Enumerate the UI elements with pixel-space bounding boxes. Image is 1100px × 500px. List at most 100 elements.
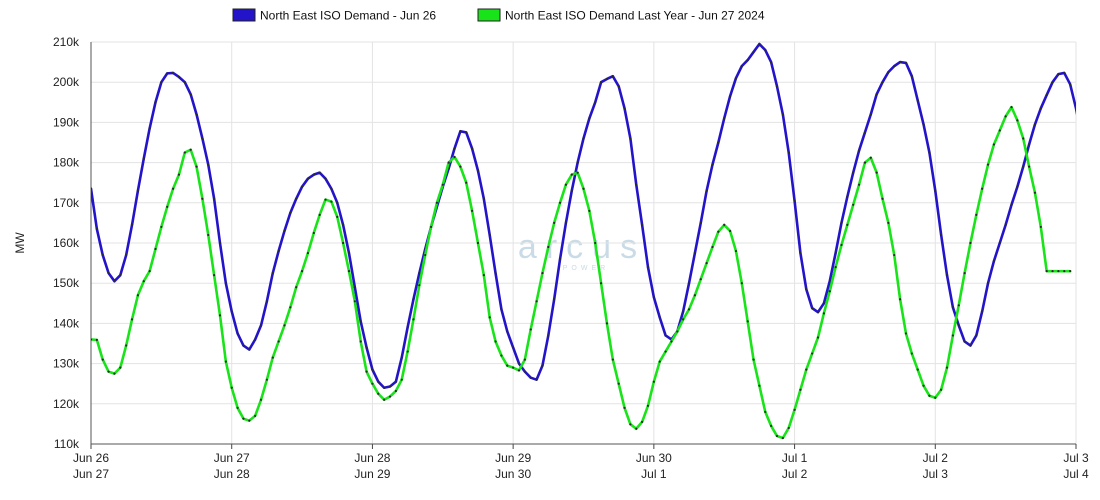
data-point <box>265 300 268 303</box>
data-point <box>107 370 110 373</box>
data-point <box>928 394 931 397</box>
series-line-2[interactable] <box>91 105 1072 440</box>
data-point <box>916 368 919 371</box>
data-point <box>740 282 743 285</box>
data-point <box>682 310 685 313</box>
data-point <box>599 81 603 84</box>
data-point <box>799 251 802 255</box>
data-point <box>318 213 321 216</box>
axes: 110k 120k 130k 140k 150k 160k 170k 180k 190k 200k… <box>53 35 1089 481</box>
legend-item-1[interactable]: North East ISO Demand - Jun 26 <box>232 8 436 23</box>
data-point <box>899 61 902 64</box>
data-point <box>517 369 521 372</box>
legend[interactable]: North East ISO Demand - Jun 26 North East… <box>232 8 765 23</box>
data-point <box>236 406 239 409</box>
data-point <box>183 81 186 84</box>
data-point <box>400 378 403 381</box>
data-point <box>594 241 597 245</box>
data-point <box>160 81 163 84</box>
y-tick-label: 110k <box>54 437 80 451</box>
legend-label: North East ISO Demand Last Year - Jun 27… <box>505 9 765 23</box>
data-point <box>365 346 368 349</box>
data-point <box>271 356 274 359</box>
data-point <box>1045 270 1048 273</box>
data-point <box>899 298 902 301</box>
data-point <box>383 386 386 389</box>
x-tick-label-secondary: Jul 2 <box>782 467 808 481</box>
data-point <box>295 197 298 200</box>
data-point <box>171 187 175 190</box>
data-point <box>857 183 861 186</box>
data-point <box>664 350 667 353</box>
legend-item-2[interactable]: North East ISO Demand Last Year - Jun 27… <box>477 8 765 23</box>
data-point <box>336 215 339 218</box>
data-point <box>359 340 362 343</box>
data-point <box>699 278 702 281</box>
data-point <box>623 107 626 110</box>
data-point <box>1069 83 1072 86</box>
data-point <box>998 129 1001 132</box>
data-point <box>535 378 538 381</box>
data-point <box>213 197 216 200</box>
data-point <box>834 251 837 255</box>
data-point <box>711 245 714 249</box>
y-tick-label: 180k <box>53 156 80 170</box>
data-point <box>500 354 503 357</box>
data-point <box>687 308 691 311</box>
data-point <box>125 253 128 257</box>
data-point <box>1033 123 1037 126</box>
data-point <box>160 225 163 229</box>
data-point <box>945 274 949 277</box>
data-point <box>347 270 351 273</box>
data-point <box>494 340 497 343</box>
data-point <box>641 420 644 423</box>
data-point <box>388 395 392 398</box>
data-point <box>113 280 116 283</box>
x-tick-label: Jul 3 <box>1063 451 1089 465</box>
data-point <box>336 201 339 204</box>
data-point <box>412 298 415 301</box>
data-point <box>1063 270 1066 273</box>
data-point <box>230 386 233 389</box>
data-point <box>863 131 867 134</box>
data-point <box>728 95 732 98</box>
data-point <box>764 48 767 52</box>
data-point <box>969 344 972 347</box>
y-tick-label: 150k <box>53 276 80 290</box>
data-point <box>377 380 380 383</box>
data-point <box>605 77 609 81</box>
series-line-1[interactable] <box>91 42 1094 390</box>
data-point <box>125 344 128 347</box>
data-point <box>177 173 181 176</box>
data-point <box>1004 223 1007 227</box>
data-point <box>1069 270 1072 273</box>
y-tick-label: 200k <box>53 75 80 89</box>
data-point <box>383 398 386 401</box>
data-point <box>259 324 263 327</box>
data-point <box>482 274 485 277</box>
x-tick-label: Jun 29 <box>495 451 531 465</box>
data-point <box>1074 107 1076 110</box>
x-tick-label-secondary: Jul 3 <box>923 467 949 481</box>
data-point <box>846 195 849 198</box>
data-point <box>758 384 761 387</box>
data-point <box>471 147 474 150</box>
data-point <box>453 147 456 150</box>
data-point <box>787 151 790 154</box>
data-point <box>189 148 192 151</box>
data-point <box>377 392 380 395</box>
data-point <box>330 187 333 190</box>
data-point <box>459 130 462 133</box>
data-point <box>652 380 655 383</box>
x-tick-label-secondary: Jul 4 <box>1063 467 1089 481</box>
watermark-logo-text: arcus <box>518 228 646 266</box>
data-point <box>822 312 825 315</box>
data-point <box>371 382 374 385</box>
data-point <box>887 221 890 224</box>
legend-label: North East ISO Demand - Jun 26 <box>260 9 436 23</box>
data-point <box>781 436 784 440</box>
data-point <box>506 330 509 333</box>
data-point <box>576 171 579 174</box>
data-point <box>693 294 697 297</box>
data-point <box>324 198 327 201</box>
